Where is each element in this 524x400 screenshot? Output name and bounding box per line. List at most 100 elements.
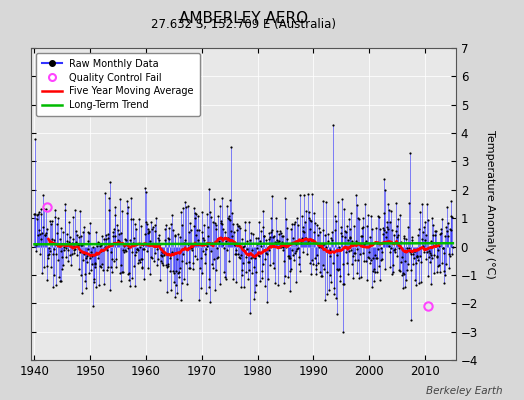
Point bbox=[296, 268, 304, 274]
Point bbox=[99, 246, 107, 253]
Point bbox=[402, 236, 410, 243]
Point bbox=[377, 257, 385, 263]
Point bbox=[361, 240, 369, 246]
Point bbox=[258, 261, 267, 267]
Point bbox=[326, 252, 335, 259]
Point bbox=[260, 233, 269, 240]
Point bbox=[419, 224, 428, 230]
Point bbox=[257, 243, 265, 249]
Point bbox=[436, 226, 445, 232]
Point bbox=[329, 121, 337, 128]
Point bbox=[228, 233, 236, 239]
Point bbox=[129, 216, 137, 223]
Point bbox=[293, 245, 301, 252]
Point bbox=[116, 262, 125, 268]
Point bbox=[410, 277, 419, 283]
Point bbox=[294, 254, 303, 260]
Point bbox=[190, 205, 198, 211]
Point bbox=[90, 260, 99, 267]
Point bbox=[139, 242, 147, 248]
Point bbox=[181, 260, 190, 266]
Point bbox=[383, 224, 391, 230]
Point bbox=[226, 197, 235, 204]
Point bbox=[79, 229, 87, 235]
Point bbox=[375, 262, 383, 269]
Point bbox=[222, 276, 231, 283]
Point bbox=[378, 256, 386, 262]
Point bbox=[68, 251, 76, 258]
Point bbox=[219, 240, 227, 247]
Point bbox=[374, 246, 383, 252]
Point bbox=[396, 267, 404, 274]
Point bbox=[147, 219, 156, 226]
Point bbox=[437, 230, 445, 236]
Point bbox=[140, 231, 149, 237]
Point bbox=[364, 254, 372, 261]
Point bbox=[220, 269, 228, 275]
Point bbox=[160, 226, 169, 233]
Point bbox=[421, 219, 430, 225]
Point bbox=[94, 282, 103, 289]
Point bbox=[177, 258, 185, 264]
Point bbox=[355, 274, 363, 281]
Point bbox=[185, 259, 193, 266]
Point bbox=[376, 226, 384, 232]
Point bbox=[356, 251, 364, 257]
Point bbox=[167, 287, 175, 294]
Point bbox=[260, 233, 268, 240]
Point bbox=[405, 200, 413, 206]
Point bbox=[356, 241, 364, 248]
Point bbox=[256, 277, 265, 284]
Point bbox=[299, 228, 307, 234]
Point bbox=[50, 272, 58, 278]
Point bbox=[167, 221, 176, 227]
Point bbox=[329, 260, 337, 266]
Point bbox=[85, 269, 93, 276]
Point bbox=[364, 254, 373, 261]
Point bbox=[421, 237, 429, 243]
Point bbox=[69, 250, 78, 256]
Point bbox=[378, 225, 387, 232]
Point bbox=[293, 215, 302, 222]
Point bbox=[155, 231, 163, 238]
Point bbox=[30, 211, 39, 217]
Point bbox=[201, 260, 210, 266]
Point bbox=[178, 280, 187, 287]
Point bbox=[352, 246, 361, 252]
Point bbox=[122, 237, 130, 243]
Point bbox=[316, 244, 325, 250]
Point bbox=[103, 230, 112, 237]
Point bbox=[123, 244, 132, 251]
Point bbox=[130, 262, 138, 269]
Point bbox=[111, 212, 119, 218]
Point bbox=[313, 252, 322, 258]
Point bbox=[54, 243, 63, 249]
Point bbox=[194, 226, 203, 233]
Point bbox=[265, 230, 274, 236]
Point bbox=[402, 245, 411, 252]
Point bbox=[182, 204, 190, 210]
Point bbox=[78, 290, 86, 296]
Point bbox=[169, 278, 178, 285]
Point bbox=[406, 150, 414, 156]
Point bbox=[362, 237, 370, 244]
Point bbox=[47, 264, 56, 270]
Point bbox=[255, 253, 264, 260]
Point bbox=[413, 254, 421, 260]
Point bbox=[239, 284, 248, 290]
Point bbox=[401, 258, 409, 264]
Point bbox=[158, 249, 167, 255]
Legend: Raw Monthly Data, Quality Control Fail, Five Year Moving Average, Long-Term Tren: Raw Monthly Data, Quality Control Fail, … bbox=[36, 53, 200, 116]
Point bbox=[353, 201, 361, 208]
Point bbox=[316, 268, 324, 275]
Point bbox=[237, 272, 246, 279]
Point bbox=[208, 261, 216, 268]
Point bbox=[102, 266, 111, 273]
Point bbox=[171, 294, 179, 300]
Point bbox=[340, 281, 348, 288]
Point bbox=[446, 226, 454, 232]
Point bbox=[254, 234, 263, 241]
Point bbox=[191, 210, 199, 216]
Point bbox=[414, 256, 422, 263]
Point bbox=[312, 271, 321, 277]
